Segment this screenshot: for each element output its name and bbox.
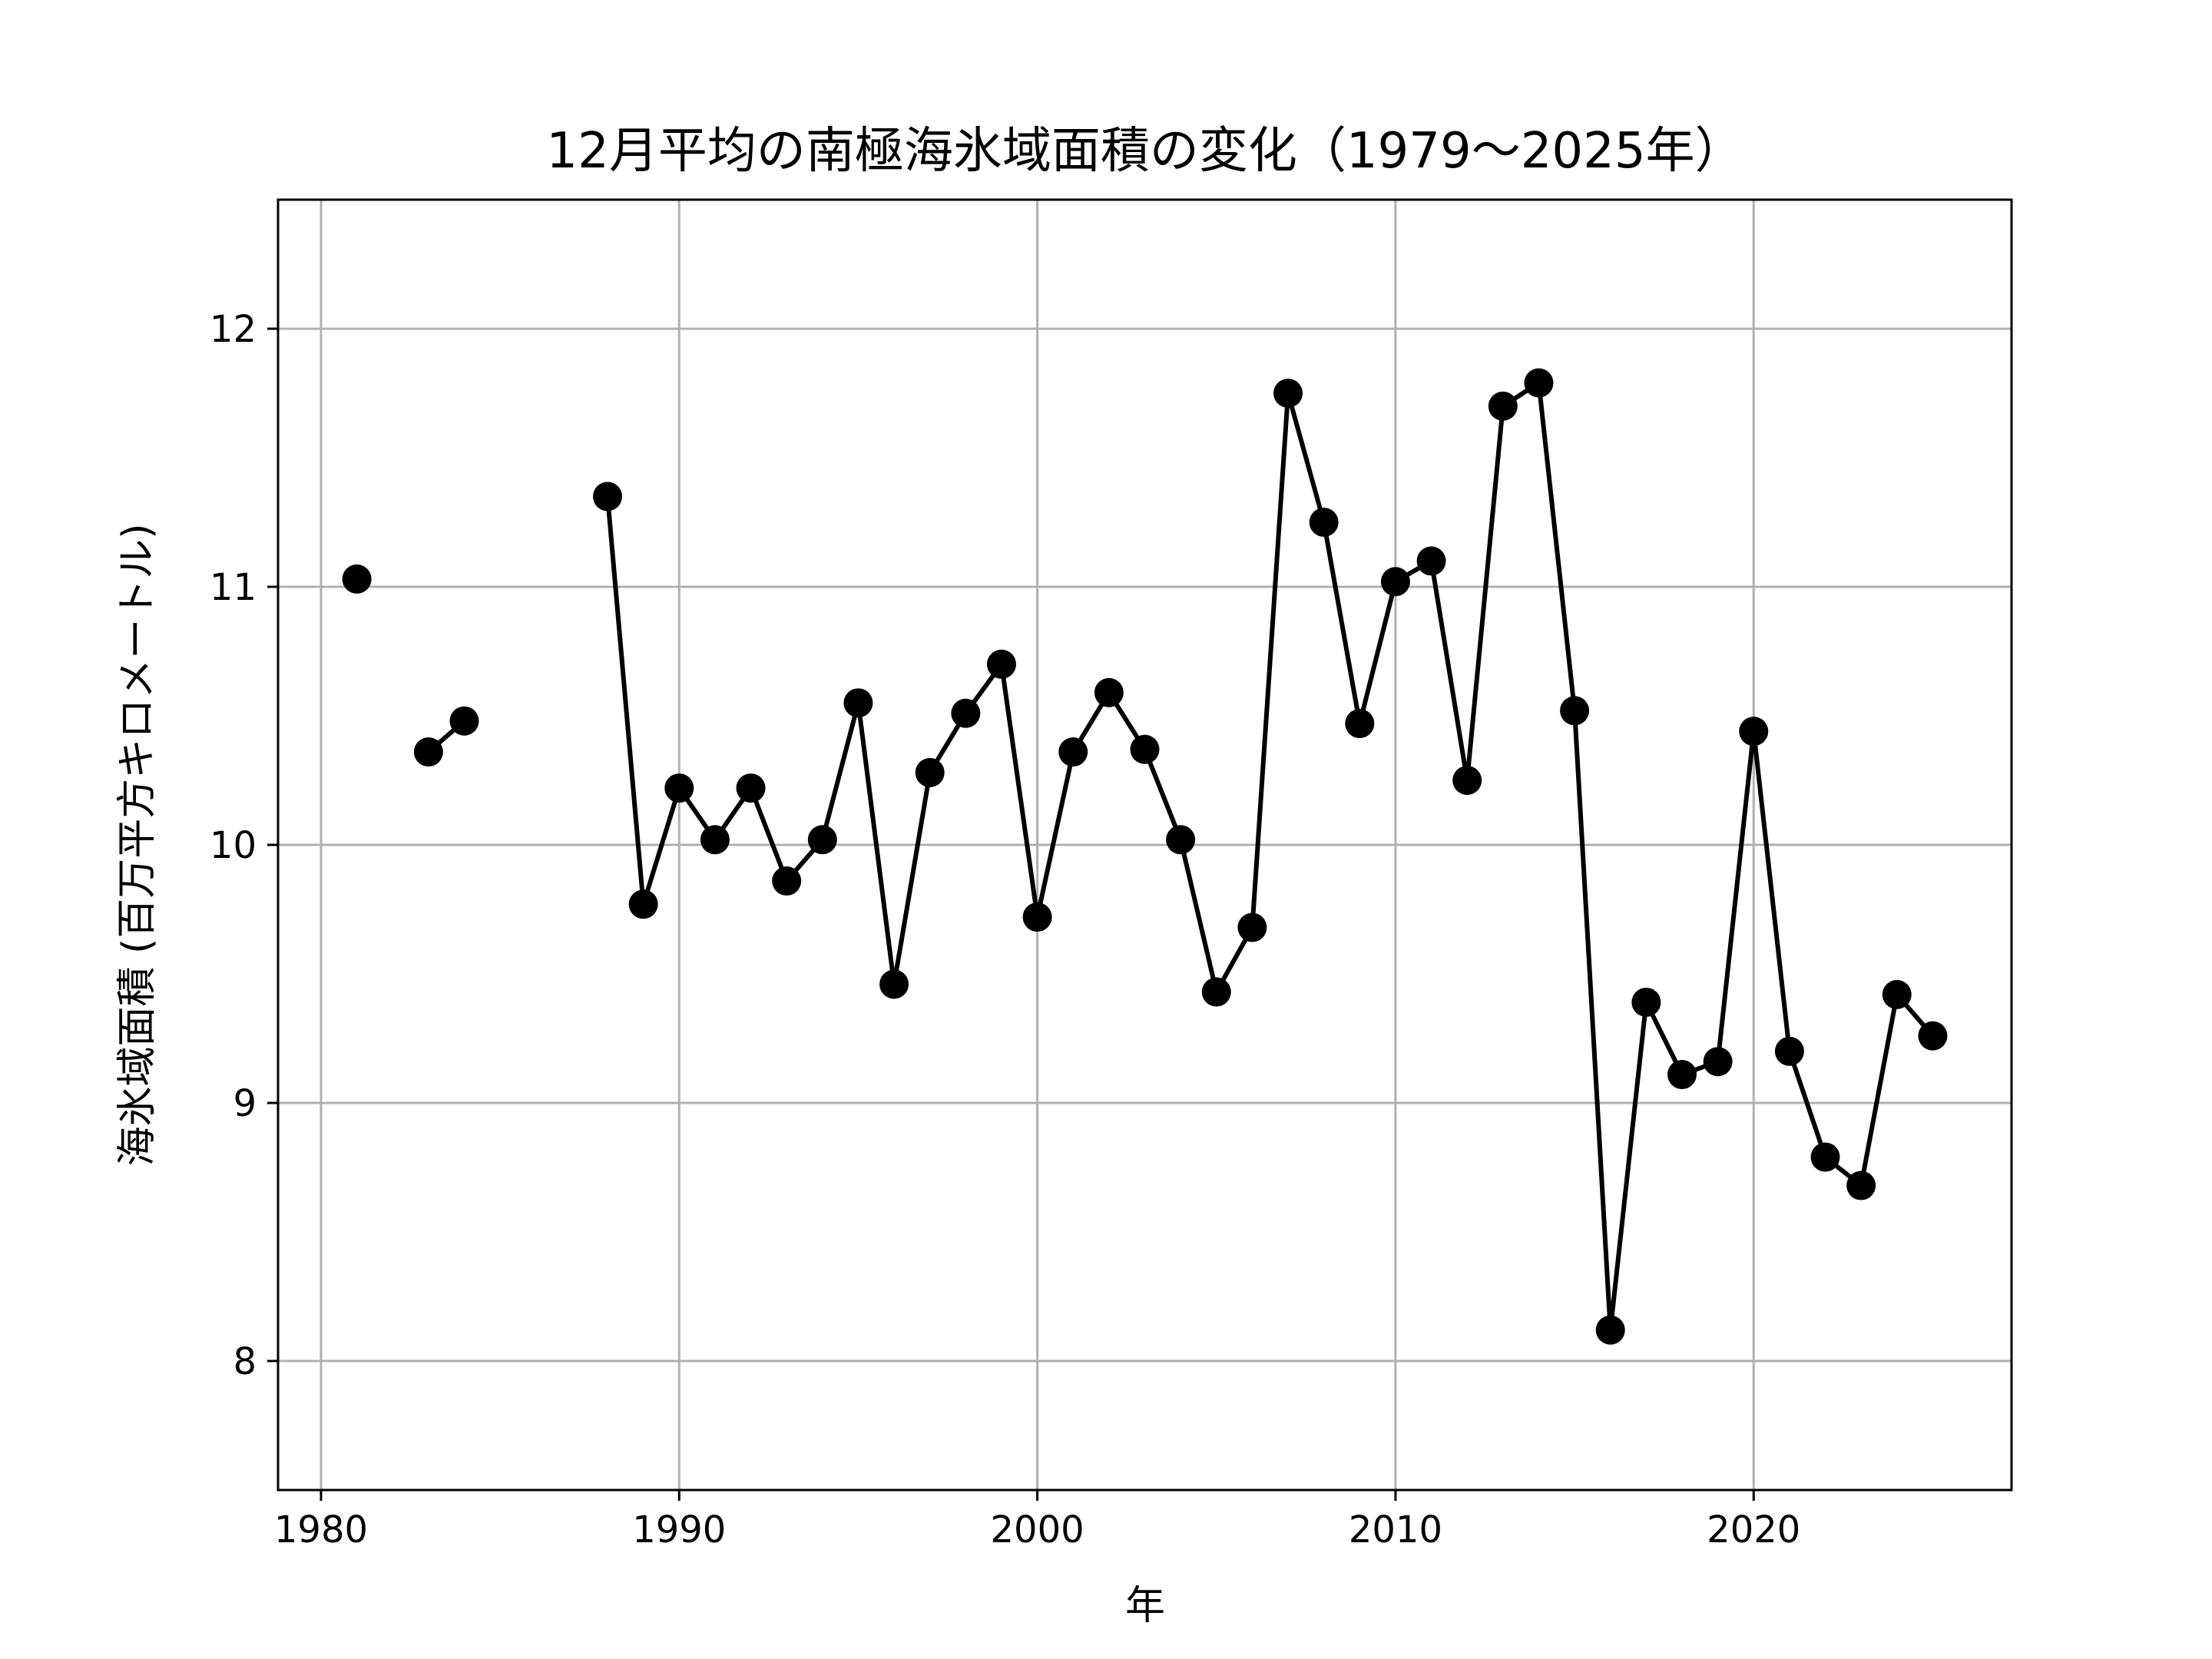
data-point: [664, 773, 694, 803]
data-point: [1022, 902, 1052, 932]
data-point: [413, 737, 443, 767]
y-tick-label: 12: [210, 308, 257, 351]
data-point: [1416, 546, 1446, 576]
chart-title: 12月平均の南極海氷域面積の変化（1979〜2025年）: [546, 123, 1743, 180]
data-point: [628, 889, 658, 919]
data-point: [1309, 508, 1339, 537]
data-point: [1237, 912, 1267, 942]
data-point: [342, 564, 372, 594]
data-point: [1201, 977, 1231, 1007]
data-point: [1560, 696, 1590, 726]
data-point: [593, 482, 623, 512]
y-tick-label: 11: [210, 566, 257, 609]
data-point: [1166, 825, 1196, 855]
y-tick-label: 9: [233, 1082, 257, 1125]
data-point: [915, 757, 945, 787]
data-point: [1094, 677, 1124, 707]
data-point: [1452, 766, 1482, 795]
data-point: [843, 688, 873, 718]
data-point: [1703, 1047, 1733, 1077]
y-axis-label: 海氷域面積 (百万平方キロメートル): [114, 523, 161, 1166]
x-tick-label: 2010: [1349, 1508, 1442, 1551]
data-point: [1380, 567, 1410, 597]
data-series: [342, 368, 1948, 1345]
x-tick-label: 1980: [274, 1508, 368, 1551]
plot-frame: [276, 198, 2013, 1492]
x-tick-label: 1990: [632, 1508, 726, 1551]
y-tick-label: 10: [210, 824, 257, 867]
data-point: [1918, 1021, 1948, 1051]
data-point: [1631, 987, 1661, 1017]
data-point: [986, 649, 1016, 679]
data-point: [1130, 734, 1160, 764]
data-point: [879, 969, 909, 999]
data-point: [1810, 1142, 1840, 1172]
data-point: [736, 773, 766, 803]
data-point: [700, 825, 730, 855]
data-point: [1524, 368, 1554, 398]
x-tick-label: 2020: [1707, 1508, 1800, 1551]
data-point: [1488, 391, 1518, 421]
data-point: [1846, 1171, 1876, 1200]
y-tick-label: 8: [233, 1340, 257, 1383]
data-point: [807, 825, 837, 855]
x-tick-label: 2000: [991, 1508, 1084, 1551]
data-point: [951, 698, 981, 728]
data-point: [1058, 737, 1088, 767]
axis-ticks: 1980 1990 2000 2010 2020 8 9 10 11 12: [210, 308, 1800, 1551]
data-point: [1882, 979, 1912, 1009]
data-point: [1595, 1315, 1625, 1345]
grid-lines: [278, 200, 2012, 1490]
data-point: [449, 706, 479, 736]
data-point: [772, 866, 802, 896]
data-point: [1345, 709, 1375, 739]
data-point: [1667, 1060, 1697, 1090]
x-axis-label: 年: [1125, 1583, 1165, 1629]
data-point: [1273, 379, 1303, 408]
data-point: [1739, 717, 1769, 747]
data-point: [1774, 1036, 1804, 1066]
